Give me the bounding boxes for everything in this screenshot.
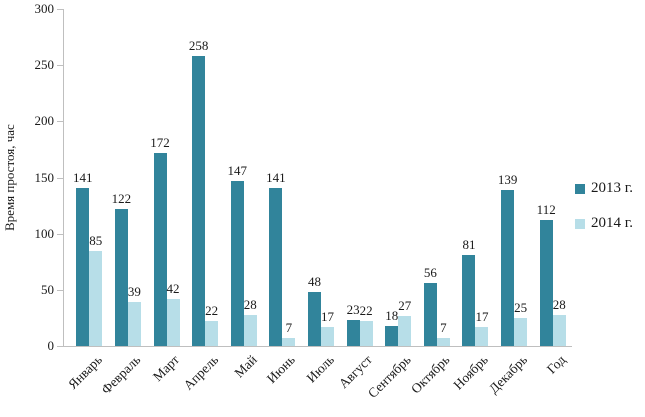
bar-2013-Апрель — [192, 56, 206, 346]
x-axis-label: Октябрь — [408, 352, 453, 397]
bar-2013-Сентябрь — [385, 325, 399, 346]
x-axis-label: Июль — [303, 352, 337, 386]
bar-2013-Май — [230, 180, 244, 346]
bar-2014-Май — [243, 314, 257, 346]
bar-2013-Август — [346, 320, 360, 346]
bar-value-label: 22 — [205, 303, 219, 319]
bar-value-label: 81 — [462, 237, 476, 252]
y-axis-line — [63, 9, 64, 346]
bar-2014-Год — [552, 314, 566, 346]
bar-2013-Год — [539, 220, 553, 346]
bar-2014-Июль — [321, 326, 334, 346]
y-tick-mark — [57, 233, 63, 235]
bar-value-label: 42 — [166, 280, 180, 296]
bar-value-label: 25 — [514, 299, 528, 315]
bar-value-label: 139 — [497, 171, 518, 187]
bar-2014-Август — [359, 321, 373, 346]
bar-2014-Январь — [89, 250, 103, 346]
legend-swatch-2014 — [575, 218, 585, 229]
bar-2014-Сентябрь — [398, 315, 412, 346]
bar-value-label: 141 — [73, 169, 93, 185]
bar-2014-Декабрь — [514, 317, 528, 346]
x-axis-label: Ноябрь — [450, 352, 492, 393]
y-tick-mark — [57, 177, 63, 179]
bar-value-label: 122 — [111, 190, 132, 206]
bar-value-label: 147 — [227, 162, 248, 178]
bar-2014-Июнь — [282, 338, 296, 346]
bar-2013-Февраль — [114, 208, 128, 346]
y-tick-mark — [57, 346, 63, 347]
legend-item-2013: 2013 г. — [575, 181, 633, 196]
bar-value-label: 28 — [552, 296, 566, 312]
bar-2013-Октябрь — [423, 283, 437, 346]
y-tick-label: 250 — [34, 57, 55, 73]
x-axis-label: Апрель — [180, 352, 221, 393]
bar-2014-Март — [166, 298, 180, 346]
bar-2014-Октябрь — [436, 338, 450, 346]
bar-value-label: 7 — [440, 320, 447, 336]
y-tick-label: 200 — [34, 113, 55, 129]
bar-value-label: 7 — [285, 320, 293, 336]
legend: 2013 г. 2014 г. — [575, 181, 633, 231]
x-axis-label: Июнь — [263, 352, 298, 387]
legend-label-2013: 2013 г. — [591, 180, 633, 196]
y-tick-label: 100 — [34, 225, 55, 241]
bar-value-label: 22 — [359, 303, 373, 319]
bar-value-label: 27 — [398, 297, 412, 313]
legend-item-2014: 2014 г. — [575, 216, 633, 231]
y-tick-mark — [57, 65, 63, 67]
bar-value-label: 28 — [243, 296, 257, 312]
x-axis-label: Май — [230, 352, 260, 381]
y-tick-label: 150 — [34, 169, 55, 185]
y-tick-mark — [57, 121, 63, 123]
bar-2013-Март — [153, 152, 167, 346]
x-axis-label: Февраль — [98, 352, 144, 398]
x-axis-label: Декабрь — [485, 352, 530, 397]
x-axis-label: Март — [149, 352, 183, 385]
bar-value-label: 258 — [188, 38, 209, 54]
bar-2013-Декабрь — [501, 189, 515, 346]
bar-2013-Январь — [76, 187, 90, 346]
y-tick-mark — [57, 289, 63, 291]
y-tick-label: 0 — [47, 338, 55, 353]
bar-value-label: 23 — [346, 302, 360, 318]
bar-value-label: 48 — [308, 274, 321, 290]
bar-value-label: 112 — [536, 202, 556, 218]
bar-value-label: 56 — [423, 265, 437, 281]
bar-value-label: 18 — [385, 307, 399, 323]
bar-value-label: 85 — [89, 232, 103, 248]
bar-value-label: 17 — [475, 308, 489, 324]
bar-2014-Февраль — [127, 302, 141, 346]
x-axis-label: Год — [543, 352, 569, 377]
bar-2013-Ноябрь — [462, 255, 476, 346]
bar-2013-Июнь — [269, 187, 283, 346]
bar-value-label: 141 — [266, 169, 286, 185]
bar-value-label: 39 — [127, 284, 141, 300]
bar-2013-Июль — [308, 292, 321, 346]
y-tick-label: 50 — [41, 281, 54, 297]
x-axis-line — [63, 346, 572, 347]
y-tick-label: 300 — [34, 1, 55, 16]
bar-value-label: 17 — [321, 308, 334, 324]
bar-2014-Ноябрь — [475, 326, 489, 346]
bar-value-label: 172 — [150, 134, 170, 150]
bar-2014-Апрель — [205, 321, 219, 346]
legend-swatch-2013 — [575, 183, 585, 194]
y-tick-mark — [57, 9, 63, 10]
legend-label-2014: 2014 г. — [591, 215, 633, 231]
